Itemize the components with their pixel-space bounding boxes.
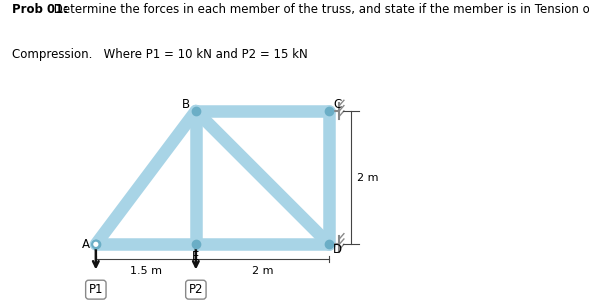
Text: B: B — [182, 98, 190, 111]
Text: Compression.   Where P1 = 10 kN and P2 = 15 kN: Compression. Where P1 = 10 kN and P2 = 1… — [12, 48, 307, 61]
Text: 2 m: 2 m — [358, 173, 379, 183]
Text: 1.5 m: 1.5 m — [130, 266, 162, 276]
Text: D: D — [333, 243, 342, 256]
Text: Prob 01:: Prob 01: — [12, 3, 68, 16]
Text: E: E — [192, 250, 200, 263]
Text: C: C — [333, 98, 342, 111]
Text: P1: P1 — [88, 283, 103, 296]
Text: 2 m: 2 m — [252, 266, 273, 276]
Text: A: A — [82, 238, 90, 251]
Text: Determine the forces in each member of the truss, and state if the member is in : Determine the forces in each member of t… — [50, 3, 589, 16]
Text: P2: P2 — [188, 283, 203, 296]
Circle shape — [92, 241, 100, 248]
